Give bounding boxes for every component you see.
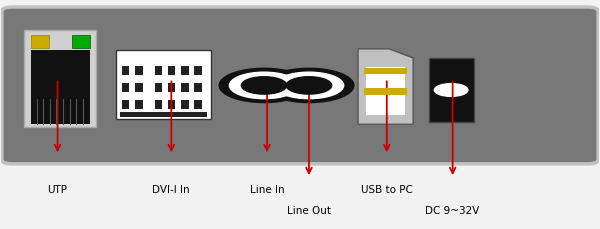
Bar: [135, 101, 143, 110]
Bar: [121, 112, 207, 118]
Bar: [194, 67, 202, 76]
Bar: [397, 68, 407, 75]
Bar: [155, 101, 163, 110]
Circle shape: [264, 69, 354, 103]
Bar: [31, 51, 90, 125]
Bar: [122, 84, 130, 93]
Circle shape: [286, 77, 332, 95]
Circle shape: [229, 73, 299, 99]
Bar: [386, 68, 397, 75]
Bar: [31, 36, 49, 49]
FancyBboxPatch shape: [2, 8, 598, 164]
Bar: [72, 36, 90, 49]
Circle shape: [274, 73, 344, 99]
Circle shape: [219, 69, 309, 103]
Text: Line Out: Line Out: [287, 205, 331, 215]
Circle shape: [434, 84, 468, 97]
Bar: [168, 101, 175, 110]
Bar: [168, 67, 175, 76]
FancyBboxPatch shape: [116, 50, 211, 120]
Bar: [375, 89, 386, 95]
Bar: [181, 67, 188, 76]
Bar: [386, 89, 397, 95]
Bar: [375, 68, 386, 75]
Bar: [122, 101, 130, 110]
Circle shape: [241, 77, 287, 95]
Bar: [364, 89, 375, 95]
Text: Line In: Line In: [250, 185, 284, 195]
Bar: [194, 101, 202, 110]
Bar: [397, 89, 407, 95]
Text: UTP: UTP: [47, 185, 68, 195]
Bar: [135, 67, 143, 76]
Polygon shape: [358, 50, 413, 125]
Bar: [429, 59, 473, 123]
Bar: [364, 68, 375, 75]
Text: DC 9~32V: DC 9~32V: [425, 205, 480, 215]
Bar: [155, 84, 163, 93]
Bar: [135, 84, 143, 93]
Bar: [168, 84, 175, 93]
Bar: [181, 101, 188, 110]
Bar: [181, 84, 188, 93]
Bar: [155, 67, 163, 76]
Text: DVI-I In: DVI-I In: [152, 185, 190, 195]
Bar: [194, 84, 202, 93]
Bar: [366, 68, 406, 116]
Bar: [122, 67, 130, 76]
FancyBboxPatch shape: [24, 31, 97, 128]
Text: USB to PC: USB to PC: [361, 185, 413, 195]
